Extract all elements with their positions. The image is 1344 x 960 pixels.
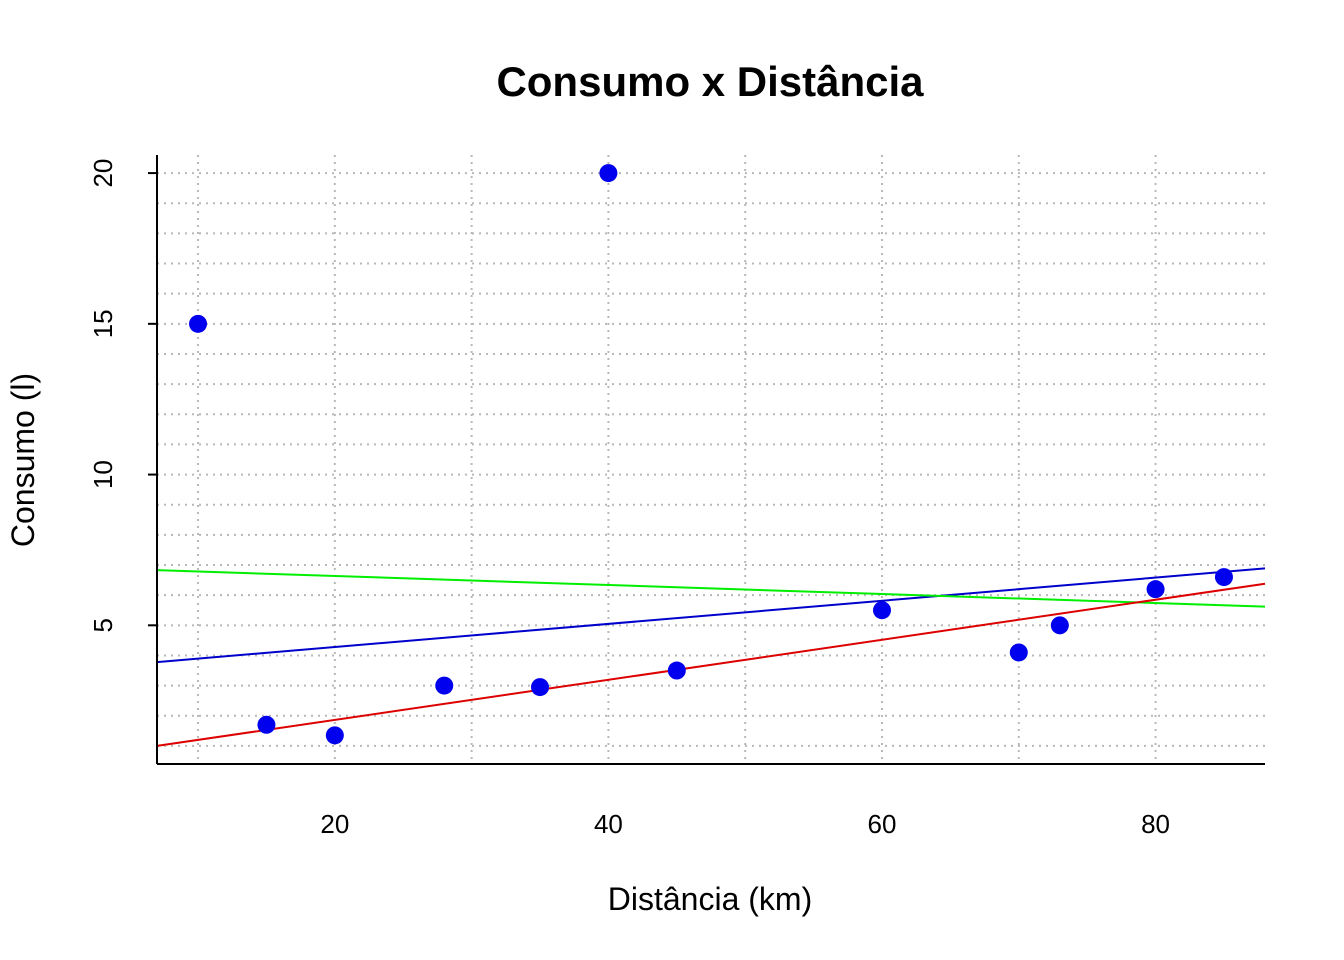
data-point <box>1214 568 1233 587</box>
chart-title: Consumo x Distância <box>496 58 924 105</box>
fit-line-3 <box>156 582 1266 747</box>
x-axis-label: Distância (km) <box>608 881 812 917</box>
y-tick-label: 5 <box>88 618 118 632</box>
data-point <box>325 726 344 745</box>
data-point <box>1146 580 1165 599</box>
x-tick-label: 80 <box>1141 809 1170 839</box>
data-point <box>257 715 276 734</box>
data-point <box>1009 643 1028 662</box>
data-point <box>872 601 891 620</box>
data-point <box>599 164 618 183</box>
tick-labels: 20 40 60 80 5 10 15 20 <box>88 159 1170 839</box>
grid <box>157 155 1265 764</box>
x-tick-label: 20 <box>320 809 349 839</box>
fit-line-1 <box>156 567 1266 664</box>
y-tick-label: 20 <box>88 159 118 188</box>
data-point <box>531 678 550 697</box>
x-tick-label: 40 <box>594 809 623 839</box>
data-point <box>1050 616 1069 635</box>
y-tick-label: 15 <box>88 309 118 338</box>
axes <box>156 155 1265 765</box>
data-point <box>667 661 686 680</box>
fit-line-2 <box>156 569 1266 608</box>
fit-lines <box>156 567 1266 747</box>
x-tick-label: 60 <box>868 809 897 839</box>
data-point <box>189 314 208 333</box>
y-axis-label: Consumo (l) <box>5 373 41 547</box>
data-point <box>435 676 454 695</box>
y-tick-label: 10 <box>88 460 118 489</box>
data-points <box>189 164 1233 745</box>
